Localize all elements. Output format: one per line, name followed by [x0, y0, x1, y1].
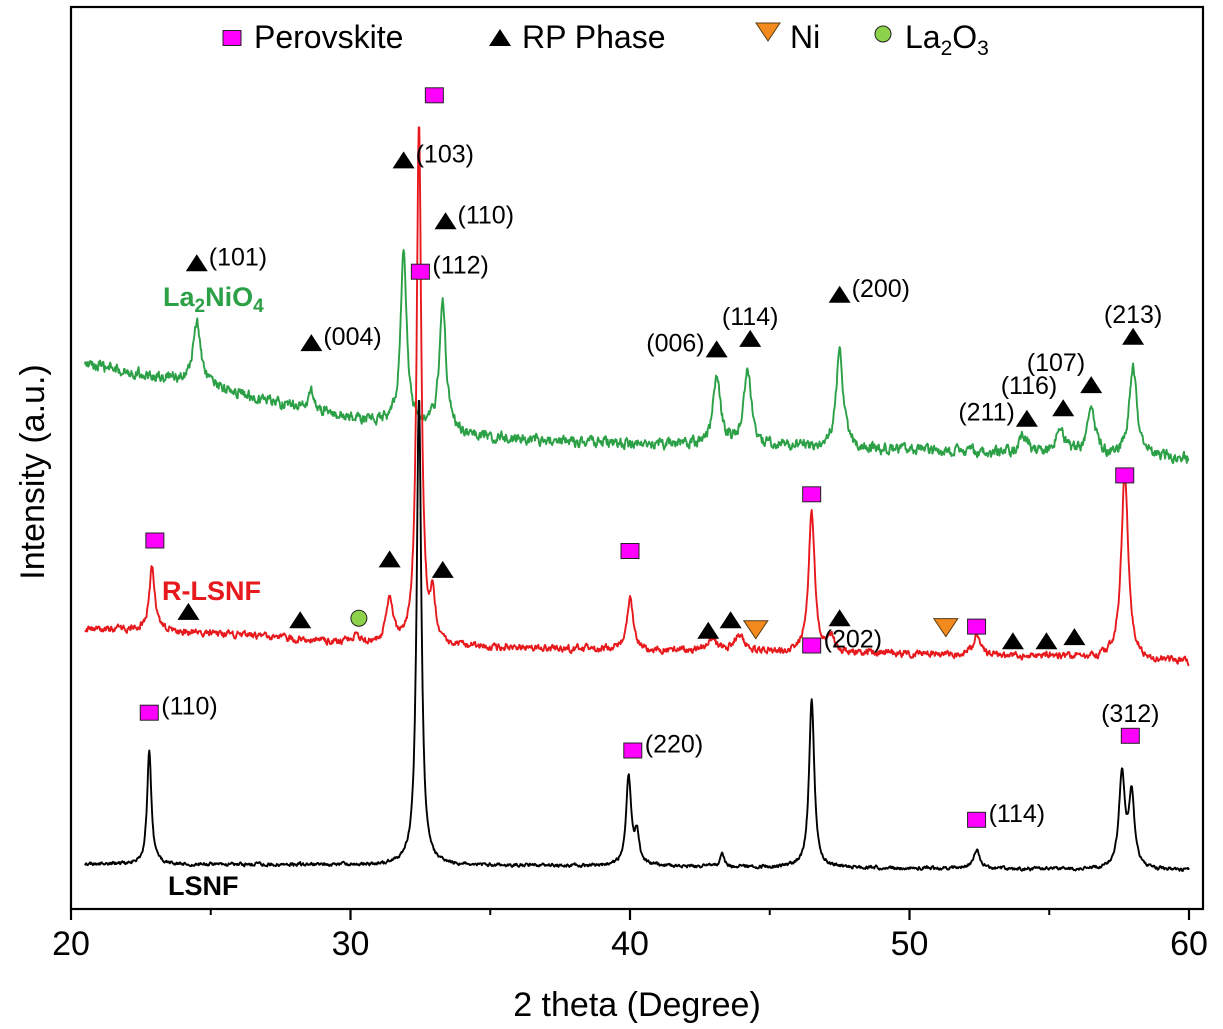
x-tick-label: 30	[332, 925, 370, 963]
perovskite-marker-r-lsnf	[967, 618, 987, 635]
rp-phase-marker-r-lsnf	[828, 609, 851, 627]
perovskite-marker-r-lsnf	[620, 543, 640, 559]
legend-label-perovskite: Perovskite	[254, 19, 403, 55]
hkl-label: (110)	[161, 693, 218, 721]
hkl-label: (107)	[1027, 349, 1085, 377]
x-axis-label: 2 theta (Degree)	[513, 986, 761, 1024]
hkl-label: (101)	[209, 243, 267, 271]
y-axis-label: Intensity (a.u.)	[14, 364, 52, 579]
rp-phase-marker-r-lsnf	[378, 550, 401, 568]
curve-la2nio4	[84, 249, 1190, 465]
x-tick-label: 60	[1170, 925, 1208, 963]
legend-label-la2o3: La2O3	[905, 19, 989, 60]
x-axis-ticks: 20 30 40 50 60	[52, 909, 1208, 963]
ni-marker-r-lsnf	[932, 618, 959, 638]
hkl-label: (312)	[1101, 700, 1159, 728]
rp-phase-marker-r-lsnf	[289, 611, 312, 629]
rp-phase-marker-la2nio4	[1015, 409, 1038, 427]
series-label-lsnf: LSNF	[168, 871, 239, 901]
rp-phase-marker-la2nio4	[705, 340, 728, 358]
la2o3-legend-marker	[874, 25, 892, 43]
rp-phase-marker-la2nio4	[1080, 376, 1103, 394]
rp-phase-marker-la2nio4	[1122, 327, 1145, 345]
perovskite-marker-lsnf	[623, 742, 643, 759]
hkl-label: (006)	[646, 329, 704, 357]
rp-phase-marker-la2nio4	[300, 334, 323, 352]
series-label-r-lsnf: R-LSNF	[162, 576, 261, 606]
la2o3-marker-r-lsnf	[350, 609, 368, 627]
hkl-label: (114)	[989, 800, 1046, 828]
rp-phase-marker-la2nio4	[828, 285, 851, 303]
hkl-label: (220)	[645, 731, 703, 759]
rp-phase-marker-la2nio4	[739, 329, 762, 347]
perovskite-marker-r-lsnf	[1115, 467, 1135, 484]
hkl-label: (103)	[416, 140, 474, 168]
ni-legend-marker	[755, 22, 781, 42]
perovskite-marker-r-lsnf	[802, 486, 822, 503]
hkl-label: (004)	[323, 323, 381, 351]
rp-phase-marker-r-lsnf	[177, 602, 200, 620]
rp-phase-marker-la2nio4	[434, 212, 457, 230]
series-labels: La2NiO4 R-LSNF LSNF	[162, 282, 264, 901]
curve-r-lsnf	[84, 126, 1190, 667]
perovskite-marker-r-lsnf	[145, 532, 165, 549]
rp-phase-marker-la2nio4	[392, 151, 415, 169]
rp-phase-marker-r-lsnf	[1063, 628, 1086, 646]
rp-phase-marker-la2nio4	[185, 254, 208, 272]
rp-phase-marker-r-lsnf	[431, 560, 454, 578]
hkl-label: (213)	[1104, 301, 1162, 329]
series-curves	[84, 126, 1190, 872]
series-label-la2nio4: La2NiO4	[163, 282, 264, 317]
rp-phase-marker-r-lsnf	[1035, 632, 1058, 650]
perovskite-legend-marker	[222, 30, 242, 46]
legend-label-rp-phase: RP Phase	[522, 19, 666, 55]
perovskite-marker-r-lsnf	[424, 87, 444, 104]
hkl-label: (116)	[1001, 372, 1058, 400]
perovskite-marker-lsnf	[967, 811, 987, 828]
rp-phase-marker-la2nio4	[1052, 399, 1075, 417]
rp-phase-marker-r-lsnf	[697, 621, 720, 639]
legend-label-ni: Ni	[790, 19, 820, 55]
plot-frame	[69, 5, 1205, 911]
perovskite-marker-lsnf	[802, 637, 822, 654]
hkl-label: (110)	[458, 201, 515, 229]
phase-markers: (101) (004) (103) (110) (006) (114) (200) (211)…	[139, 87, 1162, 828]
x-tick-label: 40	[611, 925, 649, 963]
hkl-label: (211)	[958, 399, 1015, 427]
hkl-label: (112)	[432, 252, 489, 280]
ni-marker-r-lsnf	[742, 620, 769, 640]
rp-phase-marker-r-lsnf	[719, 611, 742, 629]
hkl-label: (114)	[722, 303, 779, 331]
perovskite-marker-lsnf	[1120, 727, 1140, 744]
curve-lsnf	[84, 399, 1190, 872]
hkl-label: (200)	[852, 275, 910, 303]
hkl-label: (202)	[824, 626, 882, 654]
x-tick-label: 50	[891, 925, 929, 963]
perovskite-marker-lsnf	[410, 263, 430, 280]
perovskite-marker-lsnf	[139, 704, 159, 721]
legend: Perovskite RP Phase Ni La2O3	[222, 19, 989, 60]
rp-phase-legend-marker	[489, 29, 511, 46]
rp-phase-marker-r-lsnf	[1001, 632, 1024, 650]
x-tick-label: 20	[52, 925, 90, 963]
